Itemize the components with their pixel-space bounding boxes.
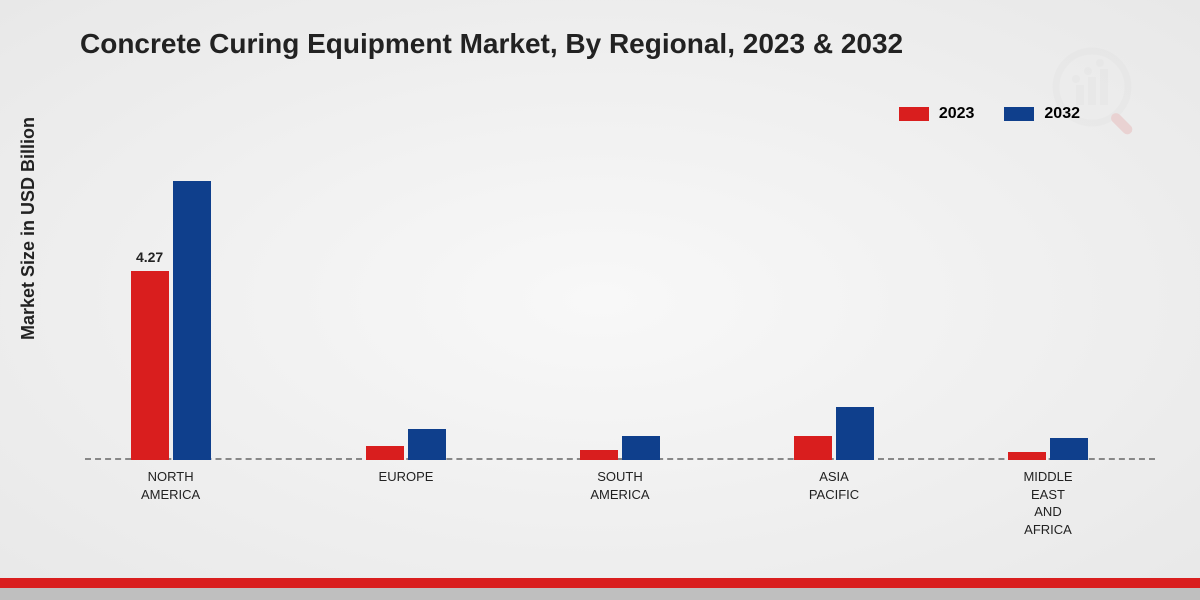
bar-group — [570, 436, 670, 460]
legend-item-2023: 2023 — [899, 105, 975, 123]
x-axis-category-label: MIDDLEEASTANDAFRICA — [978, 468, 1118, 538]
x-axis-category-label: ASIAPACIFIC — [764, 468, 904, 503]
bar-2023 — [794, 436, 832, 460]
chart-title: Concrete Curing Equipment Market, By Reg… — [80, 28, 903, 60]
bar-2023 — [580, 450, 618, 460]
footer-red-stripe — [0, 578, 1200, 588]
watermark-logo-icon — [1050, 45, 1145, 145]
x-axis-category-label: EUROPE — [336, 468, 476, 486]
legend-label: 2032 — [1044, 105, 1080, 123]
bar-2032 — [836, 407, 874, 460]
bar-2032 — [408, 429, 446, 460]
bar-group — [784, 407, 884, 460]
y-axis-label: Market Size in USD Billion — [18, 117, 39, 340]
legend-label: 2023 — [939, 105, 975, 123]
bar-2032 — [622, 436, 660, 460]
x-axis-category-label: NORTHAMERICA — [101, 468, 241, 503]
bar-value-label: 4.27 — [136, 249, 163, 265]
bar-2032 — [173, 181, 211, 460]
bar-2032 — [1050, 438, 1088, 460]
bar-group: 4.27 — [121, 181, 221, 460]
bar-group — [998, 438, 1098, 460]
legend-swatch-icon — [1004, 107, 1034, 121]
bar-2023: 4.27 — [131, 271, 169, 460]
bar-2023 — [366, 446, 404, 460]
bar-2023 — [1008, 452, 1046, 460]
plot-area: 4.27 — [85, 150, 1155, 460]
footer-gray-stripe — [0, 588, 1200, 600]
x-axis-labels: NORTHAMERICA EUROPE SOUTHAMERICA ASIAPACIFI… — [85, 468, 1155, 568]
legend-item-2032: 2032 — [1004, 105, 1080, 123]
legend: 2023 2032 — [899, 105, 1080, 123]
bar-group — [356, 429, 456, 460]
legend-swatch-icon — [899, 107, 929, 121]
x-axis-category-label: SOUTHAMERICA — [550, 468, 690, 503]
footer-bar — [0, 578, 1200, 600]
